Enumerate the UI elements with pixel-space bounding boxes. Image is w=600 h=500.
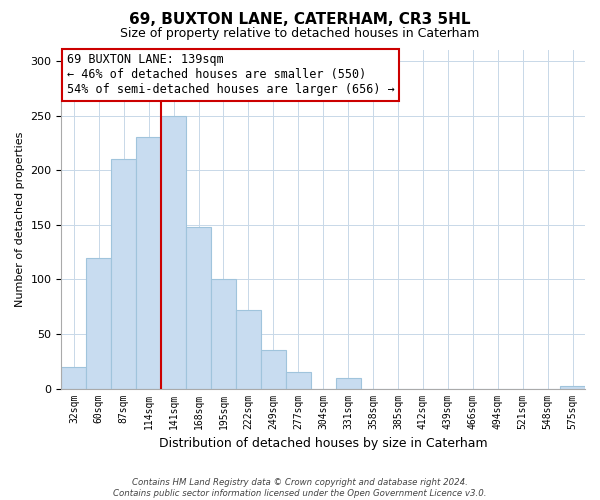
Bar <box>161 116 186 388</box>
Bar <box>335 378 361 388</box>
Text: 69, BUXTON LANE, CATERHAM, CR3 5HL: 69, BUXTON LANE, CATERHAM, CR3 5HL <box>129 12 471 28</box>
Bar <box>111 159 136 388</box>
Text: Size of property relative to detached houses in Caterham: Size of property relative to detached ho… <box>121 28 479 40</box>
Bar <box>560 386 585 388</box>
Bar <box>136 138 161 388</box>
Bar <box>86 258 111 388</box>
Y-axis label: Number of detached properties: Number of detached properties <box>15 132 25 307</box>
Bar <box>286 372 311 388</box>
Bar <box>61 366 86 388</box>
Bar <box>186 227 211 388</box>
Bar <box>261 350 286 389</box>
Text: 69 BUXTON LANE: 139sqm
← 46% of detached houses are smaller (550)
54% of semi-de: 69 BUXTON LANE: 139sqm ← 46% of detached… <box>67 54 394 96</box>
X-axis label: Distribution of detached houses by size in Caterham: Distribution of detached houses by size … <box>159 437 488 450</box>
Bar <box>211 280 236 388</box>
Text: Contains HM Land Registry data © Crown copyright and database right 2024.
Contai: Contains HM Land Registry data © Crown c… <box>113 478 487 498</box>
Bar <box>236 310 261 388</box>
